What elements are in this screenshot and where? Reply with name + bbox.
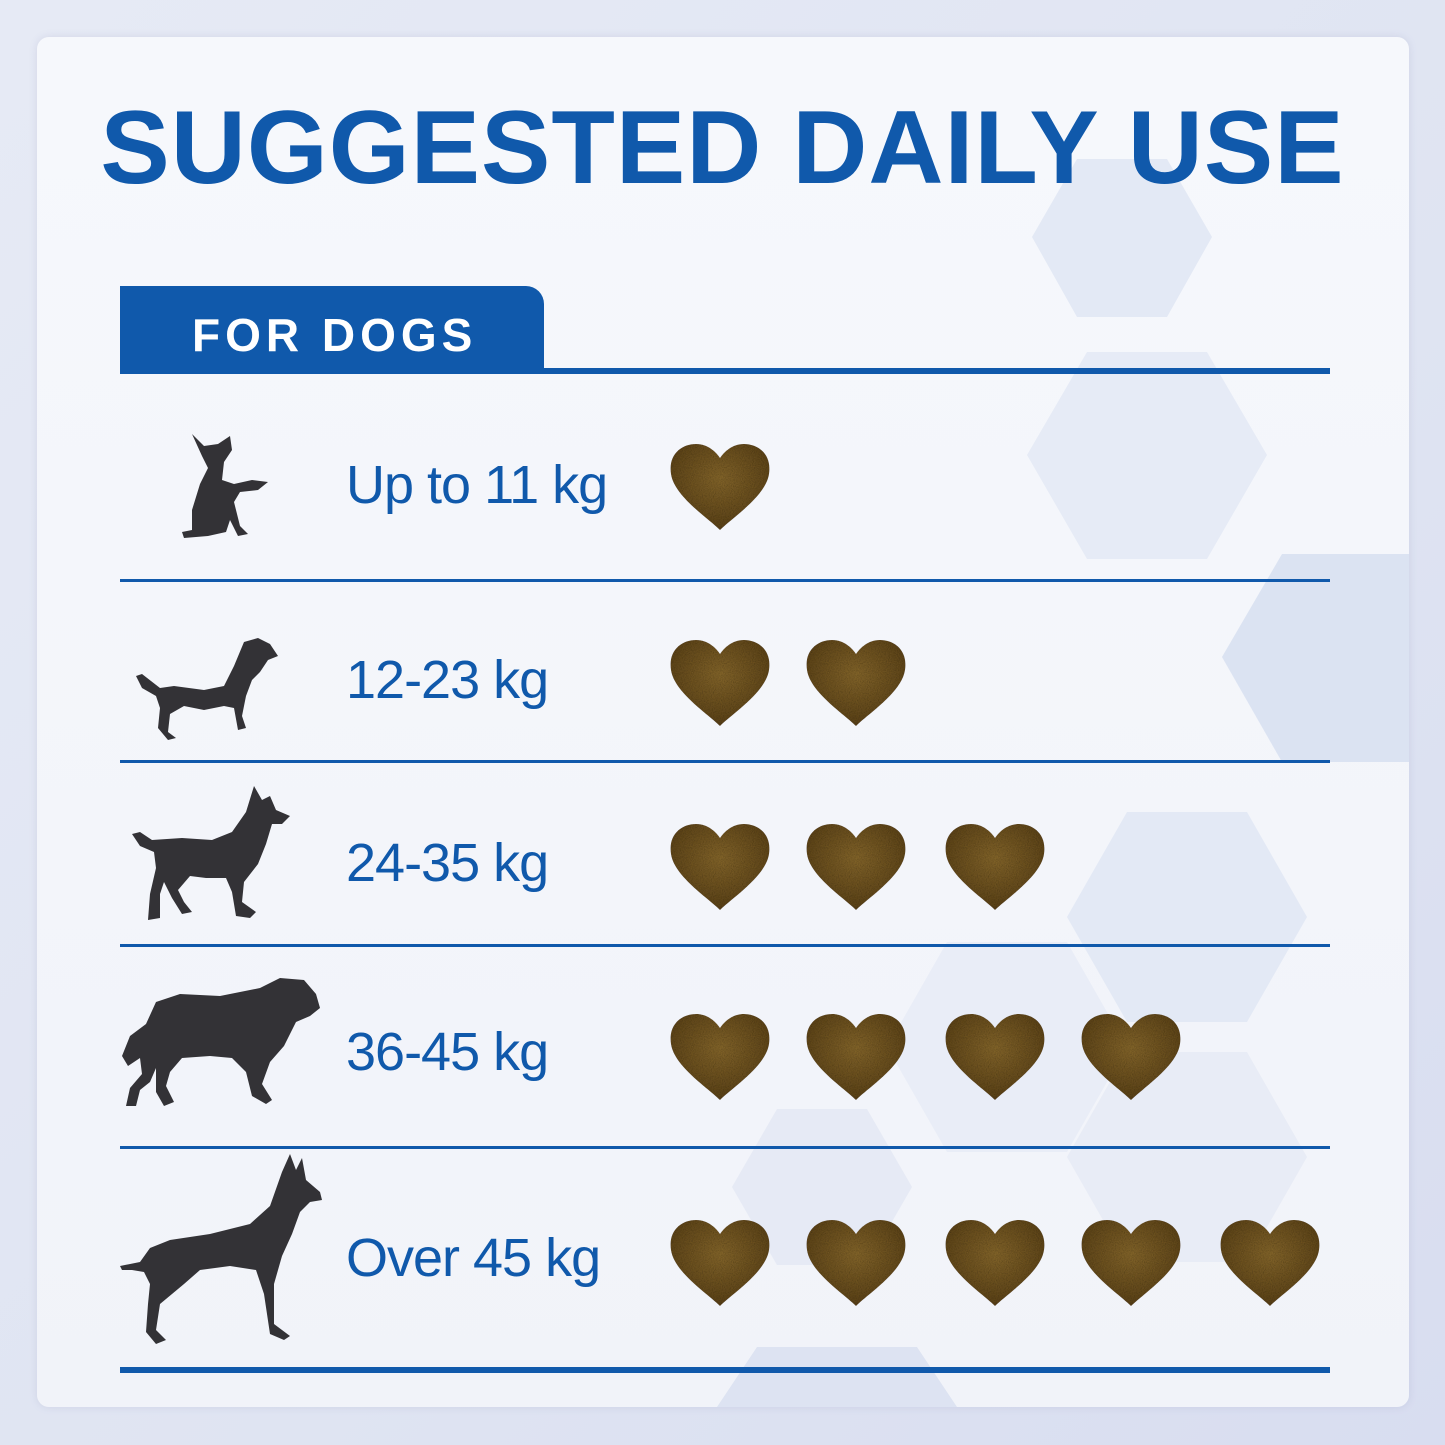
chew-heart-icon <box>670 824 770 910</box>
chew-heart-icon <box>670 640 770 726</box>
shepherd-dog-icon <box>132 786 290 920</box>
tab-label: FOR DOGS <box>192 309 478 361</box>
weight-label: 36-45 kg <box>346 1022 549 1082</box>
chew-heart-icon <box>806 640 906 726</box>
row-divider <box>120 944 1330 947</box>
chew-heart-icon <box>670 444 770 530</box>
chew-heart-icon <box>1081 1220 1181 1306</box>
chew-heart-icon <box>1081 1014 1181 1100</box>
chew-heart-icon <box>806 824 906 910</box>
header-divider <box>120 368 1330 374</box>
weight-label: Up to 11 kg <box>346 455 608 515</box>
medium-dog-icon <box>136 638 278 740</box>
page-title: SUGGESTED DAILY USE <box>100 90 1345 206</box>
chew-heart-icon <box>806 1014 906 1100</box>
small-dog-sitting-icon <box>182 434 268 538</box>
great-dane-icon <box>120 1154 322 1344</box>
large-dog-icon <box>122 978 320 1106</box>
weight-label: Over 45 kg <box>346 1228 601 1288</box>
chew-heart-icon <box>806 1220 906 1306</box>
weight-label: 24-35 kg <box>346 833 549 893</box>
row-divider <box>120 760 1330 763</box>
row-divider <box>120 579 1330 582</box>
chew-heart-icon <box>945 824 1045 910</box>
for-dogs-tab: FOR DOGS <box>120 286 544 374</box>
chew-heart-icon <box>1220 1220 1320 1306</box>
chew-heart-icon <box>945 1220 1045 1306</box>
footer-divider <box>120 1367 1330 1373</box>
chew-heart-icon <box>670 1014 770 1100</box>
weight-label: 12-23 kg <box>346 650 549 710</box>
chew-heart-icon <box>945 1014 1045 1100</box>
row-divider <box>120 1146 1330 1149</box>
chew-heart-icon <box>670 1220 770 1306</box>
